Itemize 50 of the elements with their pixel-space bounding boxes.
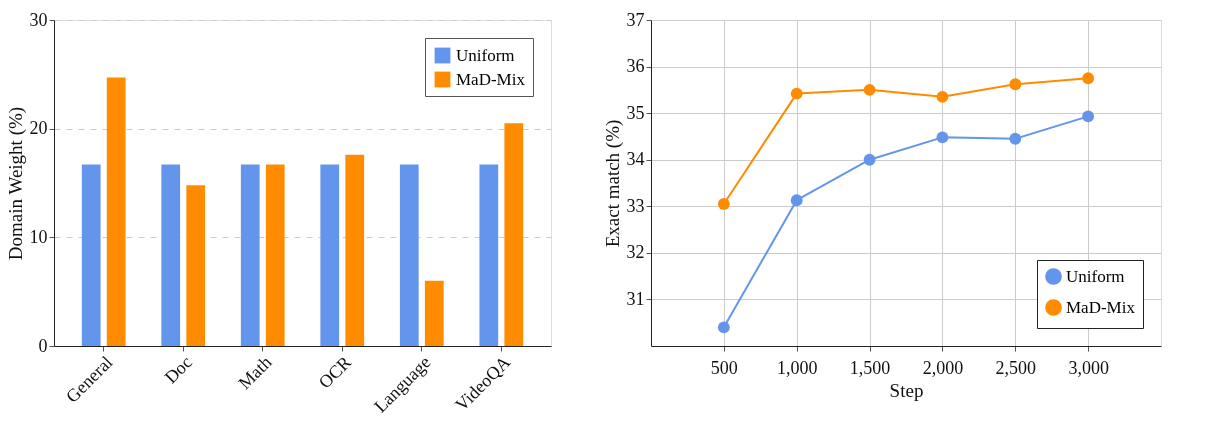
x-tick-label: 3,000 [1068, 357, 1109, 378]
bar [424, 280, 444, 346]
y-tick-label: 36 [626, 56, 645, 77]
point [863, 83, 876, 96]
bar [504, 123, 524, 346]
x-tick-label: 2,000 [922, 357, 964, 378]
point [790, 87, 803, 100]
x-tick-label: 2,500 [995, 357, 1037, 378]
bar [106, 77, 126, 346]
bar [399, 164, 419, 346]
bar [81, 164, 101, 346]
point [1009, 78, 1022, 91]
bar [479, 164, 499, 346]
x-tick-label: 1,500 [849, 357, 891, 378]
y-axis-title: Exact match (%) [601, 119, 624, 248]
x-tick-label: Doc [160, 352, 196, 388]
y-tick-label: 20 [29, 118, 48, 139]
x-axis-title: Step [889, 379, 924, 401]
point [936, 90, 949, 103]
y-tick-label: 0 [38, 335, 48, 356]
bar [265, 164, 285, 346]
y-tick-label: 37 [626, 9, 645, 30]
point [790, 194, 803, 207]
bar [240, 164, 260, 346]
y-tick-label: 32 [626, 242, 645, 263]
point [936, 131, 949, 144]
point [1009, 132, 1022, 145]
bar [345, 154, 365, 346]
point [717, 198, 730, 210]
bar [320, 164, 340, 346]
point [863, 153, 876, 166]
bar [186, 185, 206, 346]
y-tick-label: 30 [29, 9, 48, 30]
legend-label: Uniform [456, 45, 515, 65]
y-tick-label: 35 [626, 102, 645, 123]
point [1082, 72, 1095, 85]
legend-label: MaD-Mix [456, 69, 526, 89]
x-tick-label: 1,000 [776, 357, 818, 378]
x-tick-label: OCR [314, 352, 355, 393]
y-tick-label: 31 [626, 288, 645, 309]
y-tick-label: 10 [29, 226, 48, 247]
point [717, 321, 730, 334]
legend-label: MaD-Mix [1066, 297, 1136, 317]
y-tick-label: 34 [626, 149, 645, 170]
point [1082, 110, 1095, 123]
y-axis-title: Domain Weight (%) [4, 106, 27, 261]
y-tick-label: 33 [626, 195, 645, 216]
x-tick-label: 500 [710, 357, 738, 378]
bar [161, 164, 181, 346]
legend-label: Uniform [1066, 266, 1125, 286]
